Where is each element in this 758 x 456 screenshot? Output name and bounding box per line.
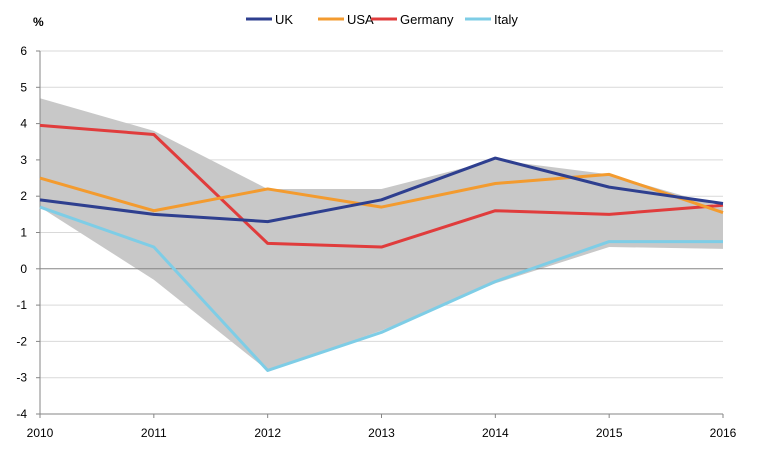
- x-tick-label-2013: 2013: [368, 426, 395, 440]
- y-tick-label: -4: [16, 407, 27, 421]
- legend-item-usa: USA: [318, 12, 374, 27]
- axes: [36, 50, 724, 418]
- y-unit-label: %: [33, 15, 44, 29]
- series-line-uk: [39, 156, 724, 224]
- y-tick-label: -2: [16, 334, 27, 348]
- y-tick-label: 2: [20, 189, 27, 203]
- series-line-germany: [39, 123, 724, 249]
- x-tick-label-2014: 2014: [482, 426, 509, 440]
- series-lines: [39, 123, 724, 372]
- legend-item-germany: Germany: [371, 12, 454, 27]
- y-tick-label: 4: [20, 117, 27, 131]
- legend-item-uk: UK: [246, 12, 293, 27]
- x-tick-label-2015: 2015: [596, 426, 623, 440]
- legend-item-italy: Italy: [465, 12, 518, 27]
- series-line-usa: [39, 172, 724, 214]
- y-tick-label: 6: [20, 44, 27, 58]
- y-tick-labels: 6 5 4 3 2 1 0 -1 -2 -3 -4: [16, 44, 27, 421]
- y-tick-label: 3: [20, 153, 27, 167]
- y-tick-label: -3: [16, 371, 27, 385]
- range-band: [40, 98, 723, 371]
- y-tick-label: 1: [20, 226, 27, 240]
- legend: UK USA Germany Italy: [246, 12, 518, 27]
- x-tick-label-2011: 2011: [141, 426, 167, 440]
- x-tick-label-2012: 2012: [254, 426, 281, 440]
- legend-label: Germany: [400, 12, 454, 27]
- legend-label: UK: [275, 12, 293, 27]
- x-tick-label-2016: 2016: [710, 426, 737, 440]
- y-tick-label: 5: [20, 80, 27, 94]
- x-tick-label-2010: 2010: [27, 426, 54, 440]
- y-tick-label: 0: [20, 262, 27, 276]
- x-tick-labels: 2010 2011 2012 2013 2014 2015 2016: [27, 426, 737, 440]
- y-tick-label: -1: [16, 298, 27, 312]
- legend-label: Italy: [494, 12, 518, 27]
- legend-label: USA: [347, 12, 374, 27]
- series-line-italy: [39, 205, 723, 372]
